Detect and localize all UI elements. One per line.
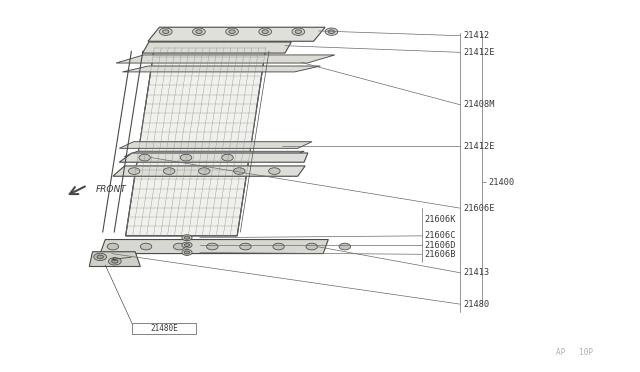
Circle shape [339,243,351,250]
Circle shape [234,168,245,174]
Circle shape [196,30,202,33]
Polygon shape [119,153,308,162]
Circle shape [184,244,189,247]
Text: 21412E: 21412E [463,48,495,57]
Text: 21408M: 21408M [463,100,495,109]
Circle shape [207,243,218,250]
Circle shape [97,255,103,259]
Text: 21606C: 21606C [424,231,456,240]
Circle shape [139,154,150,161]
Circle shape [269,168,280,174]
Circle shape [182,235,192,241]
Circle shape [240,243,251,250]
Text: 21606B: 21606B [424,250,456,259]
Circle shape [163,168,175,174]
Polygon shape [122,66,321,72]
Text: 21412E: 21412E [463,142,495,151]
Text: 21412: 21412 [463,31,490,40]
Text: 21606K: 21606K [424,215,456,224]
Circle shape [262,30,268,33]
Circle shape [184,251,189,254]
Circle shape [295,30,301,33]
Circle shape [184,236,189,239]
Text: 21606D: 21606D [424,241,456,250]
Circle shape [259,28,271,35]
Polygon shape [113,166,305,176]
Text: AP   10P: AP 10P [556,348,593,357]
Circle shape [163,30,169,33]
Text: 21400: 21400 [488,178,515,187]
Circle shape [273,243,284,250]
Polygon shape [119,142,312,148]
Circle shape [111,260,118,263]
Circle shape [107,243,118,250]
Text: 21413: 21413 [463,268,490,277]
Polygon shape [90,252,140,266]
Circle shape [159,28,172,35]
Polygon shape [148,27,325,41]
Circle shape [292,28,305,35]
Text: 21606E: 21606E [463,203,495,213]
Circle shape [226,28,239,35]
Circle shape [108,258,121,265]
Bar [132,323,196,334]
Circle shape [193,28,205,35]
Circle shape [140,243,152,250]
Circle shape [180,154,192,161]
Circle shape [328,30,335,33]
Polygon shape [138,110,257,155]
Circle shape [182,242,192,248]
Circle shape [94,253,106,260]
Polygon shape [125,48,266,236]
Circle shape [221,154,233,161]
Circle shape [306,243,317,250]
Circle shape [182,250,192,256]
Circle shape [198,168,210,174]
Polygon shape [116,55,335,63]
Polygon shape [143,42,291,53]
Circle shape [325,28,338,35]
Circle shape [229,30,236,33]
Polygon shape [124,151,304,157]
Text: 21480E: 21480E [150,324,178,333]
Text: 21480: 21480 [463,300,490,309]
Text: FRONT: FRONT [96,185,127,194]
Circle shape [173,243,185,250]
Circle shape [129,168,140,174]
Polygon shape [100,240,328,254]
